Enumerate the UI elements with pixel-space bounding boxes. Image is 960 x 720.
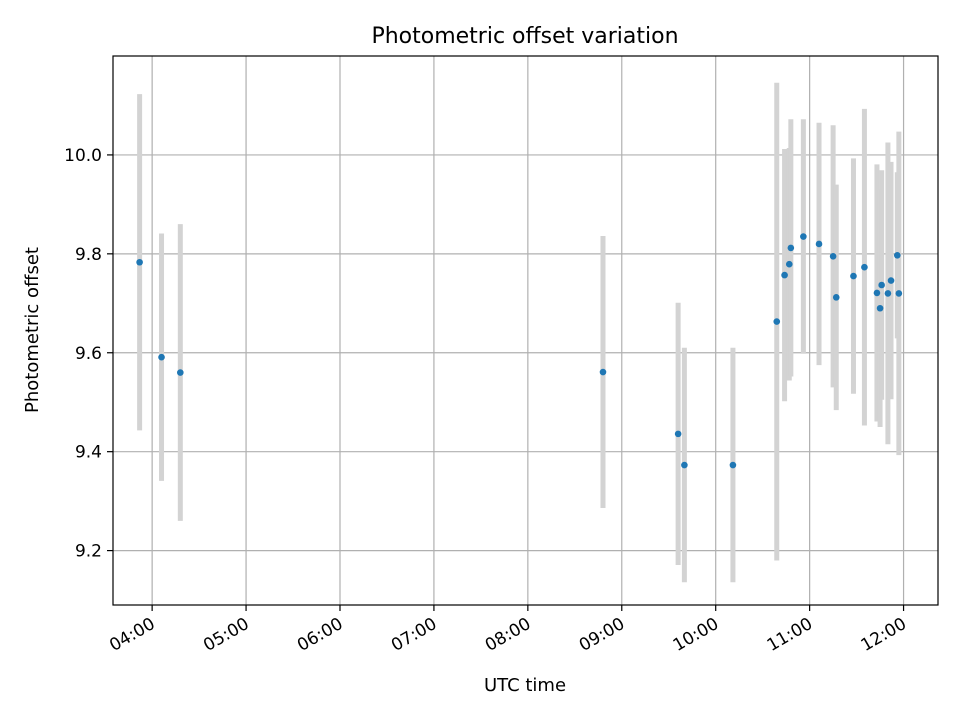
data-point (781, 271, 788, 279)
data-point (850, 272, 857, 280)
data-point (878, 281, 885, 289)
data-point (681, 461, 688, 469)
data-point (787, 244, 795, 252)
x-axis-label: UTC time (484, 675, 566, 696)
y-axis-ticks: 9.2 9.4 9.6 9.8 10.0 (64, 146, 113, 562)
y-tick-label: 9.2 (75, 542, 102, 562)
data-point (785, 260, 793, 268)
y-tick-label: 10.0 (64, 146, 102, 166)
data-point (800, 233, 807, 240)
data-point (136, 258, 143, 266)
data-point (861, 263, 868, 271)
data-points (136, 233, 903, 469)
data-point (895, 290, 903, 297)
data-point (674, 430, 682, 438)
data-point (815, 240, 823, 248)
data-point (729, 461, 737, 469)
data-point (893, 252, 901, 259)
data-point (158, 353, 165, 361)
data-point (876, 304, 884, 312)
data-point (177, 369, 184, 376)
y-axis-label: Photometric offset (22, 247, 43, 413)
data-point (832, 294, 840, 301)
data-point (773, 318, 781, 325)
y-tick-label: 9.4 (75, 443, 102, 463)
data-point (873, 289, 881, 297)
grid (113, 56, 938, 605)
data-point (829, 253, 837, 260)
data-point (599, 368, 607, 376)
data-point (887, 277, 895, 284)
data-point (884, 290, 892, 297)
y-tick-label: 9.8 (75, 245, 102, 265)
plot-frame (112, 55, 939, 606)
y-tick-label: 9.6 (75, 344, 102, 364)
chart-title: Photometric offset variation (371, 24, 678, 49)
